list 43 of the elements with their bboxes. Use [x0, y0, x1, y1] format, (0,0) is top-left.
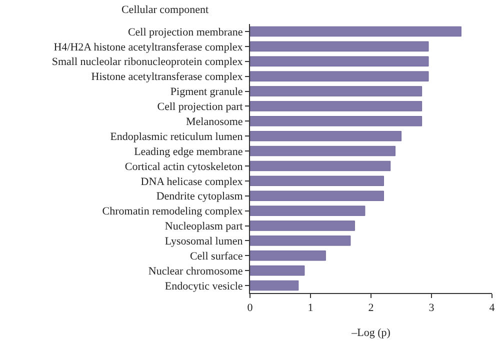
y-tick-label: Cortical actin cytoskeleton: [124, 160, 244, 173]
bar: [250, 190, 384, 201]
y-tick-label: H4/H2A histone acetyltransferase complex: [54, 41, 244, 54]
y-tick-label: Lysosomal lumen: [164, 236, 244, 248]
chart-title: Cellular component: [121, 4, 209, 16]
bar: [250, 41, 429, 52]
bar: [250, 280, 299, 291]
bar: [250, 265, 305, 276]
bar: [250, 146, 396, 156]
bar: [250, 160, 391, 172]
y-tick-label: Chromatin remodeling complex: [102, 206, 244, 218]
y-tick-label: Nuclear chromosome: [148, 265, 243, 278]
y-tick-label: Melanosome: [186, 116, 243, 128]
y-tick-label: Endoplasmic reticulum lumen: [110, 130, 244, 143]
y-tick-label: DNA helicase complex: [140, 176, 244, 188]
bar: [250, 86, 422, 96]
x-axis-title: –Log (p): [350, 327, 391, 339]
y-tick-label: Nucleoplasm part: [164, 220, 243, 233]
y-tick-label: Dendrite cytoplasm: [156, 190, 244, 203]
bar: [250, 26, 462, 37]
y-tick-label: Cell surface: [190, 250, 243, 262]
x-tick-label: 3: [428, 302, 435, 314]
y-tick-label: Leading edge membrane: [134, 146, 243, 158]
bar: [250, 250, 326, 261]
y-tick-label: Cell projection membrane: [128, 26, 243, 38]
bar: [250, 130, 402, 142]
x-tick-label: 2: [368, 302, 374, 314]
bar: [250, 71, 429, 82]
y-tick-label: Endocytic vesicle: [164, 280, 243, 292]
x-tick-label: 0: [247, 302, 254, 314]
y-tick-label: Histone acetyltransferase complex: [91, 71, 244, 84]
y-tick-label: Small nucleolar ribonucleoprotein complex: [52, 56, 244, 68]
bar: [250, 236, 351, 246]
bar: [250, 116, 422, 126]
y-tick-label: Cell projection part: [157, 101, 243, 114]
y-tick-label: Pigment granule: [170, 86, 243, 98]
bar: [250, 101, 422, 112]
x-tick-label: 4: [489, 302, 496, 314]
bar: [250, 176, 384, 186]
bar: [250, 206, 366, 216]
bar: [250, 220, 355, 231]
x-tick-label: 1: [308, 302, 314, 314]
bar: [250, 56, 429, 66]
